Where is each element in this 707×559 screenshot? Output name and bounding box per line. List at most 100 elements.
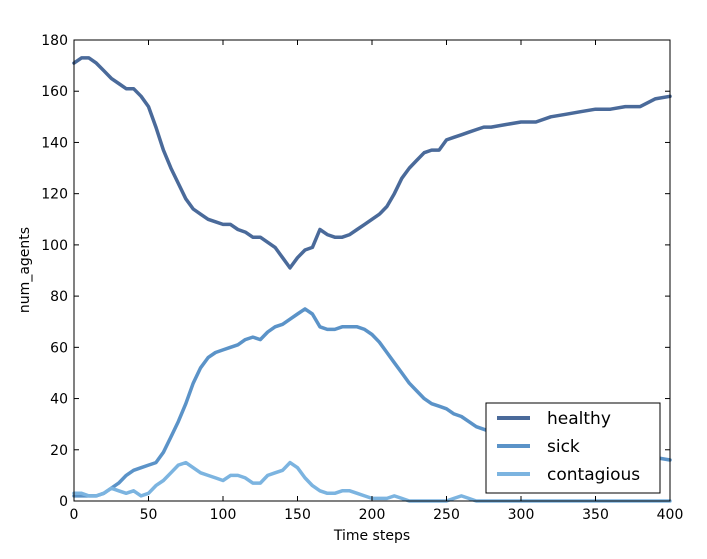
data-point-healthy [490, 126, 492, 128]
data-point-contagious [207, 474, 209, 476]
data-point-healthy [311, 246, 313, 249]
data-point-sick [237, 344, 239, 346]
data-point-healthy [654, 98, 656, 100]
data-point-healthy [580, 111, 582, 113]
data-point-healthy [147, 105, 150, 108]
data-point-healthy [110, 77, 112, 80]
data-point-healthy [505, 123, 507, 126]
data-point-contagious [460, 495, 462, 497]
data-point-contagious [95, 495, 97, 497]
data-point-healthy [289, 267, 291, 269]
legend-label-contagious: contagious [547, 465, 640, 485]
data-point-healthy [88, 57, 90, 59]
data-point-healthy [80, 57, 83, 59]
data-point-sick [133, 469, 135, 471]
data-point-sick [408, 382, 410, 384]
data-point-sick [289, 318, 291, 320]
data-point-healthy [423, 152, 425, 154]
x-axis-ticks: 0 50 100 150 200 250 300 350 400 [70, 40, 683, 523]
data-point-contagious [468, 497, 470, 500]
x-tick-label: 350 [582, 507, 609, 523]
data-point-sick [371, 333, 373, 336]
data-point-sick [252, 336, 254, 338]
data-point-sick [341, 326, 343, 328]
data-point-sick [200, 367, 202, 369]
data-point-contagious [393, 495, 395, 497]
data-point-healthy [155, 126, 157, 128]
data-point-contagious [401, 497, 403, 500]
data-point-contagious [177, 464, 179, 466]
data-point-sick [214, 351, 217, 354]
data-point-healthy [103, 70, 105, 72]
data-point-contagious [341, 490, 343, 492]
data-point-healthy [334, 236, 336, 238]
data-point-contagious [140, 495, 142, 497]
data-point-contagious [155, 485, 157, 487]
legend-label-healthy: healthy [547, 409, 611, 429]
data-point-healthy [594, 108, 597, 110]
data-point-sick [267, 331, 269, 333]
data-point-contagious [88, 495, 90, 497]
data-point-healthy [609, 108, 612, 110]
data-point-healthy [95, 62, 97, 64]
data-point-contagious [133, 490, 135, 492]
data-point-contagious [386, 497, 388, 500]
y-tick-label: 180 [41, 33, 68, 49]
data-point-contagious [192, 467, 194, 469]
data-point-contagious [289, 461, 291, 464]
legend: healthy sick contagious [485, 402, 661, 494]
data-point-contagious [282, 469, 284, 471]
data-point-sick [311, 313, 313, 315]
data-point-sick [386, 351, 388, 354]
data-point-sick [483, 428, 485, 430]
data-point-contagious [118, 490, 120, 492]
data-point-healthy [386, 205, 388, 208]
data-point-contagious [252, 482, 254, 484]
data-point-contagious [349, 490, 351, 492]
x-tick-label: 50 [140, 507, 158, 523]
data-point-sick [244, 339, 246, 341]
data-point-healthy [222, 223, 224, 225]
data-point-sick [222, 349, 224, 351]
data-point-healthy [401, 177, 403, 179]
data-point-healthy [229, 223, 232, 225]
data-point-healthy [363, 223, 366, 225]
data-point-sick [147, 464, 150, 466]
data-point-sick [356, 326, 358, 328]
x-tick-label: 100 [210, 507, 237, 523]
x-axis-title: Time steps [333, 528, 410, 544]
data-point-contagious [200, 472, 202, 474]
data-point-contagious [103, 492, 105, 494]
data-point-healthy [185, 198, 187, 200]
data-point-healthy [237, 228, 239, 231]
data-point-contagious [170, 472, 172, 474]
data-point-sick [401, 372, 403, 374]
data-point-healthy [565, 113, 567, 115]
data-point-healthy [445, 139, 448, 141]
y-tick-label: 120 [41, 187, 68, 203]
data-point-contagious [453, 497, 455, 500]
data-point-contagious [311, 485, 313, 487]
data-point-sick [282, 323, 284, 325]
y-tick-label: 40 [50, 392, 68, 408]
data-point-healthy [304, 249, 306, 251]
data-point-healthy [200, 213, 202, 215]
data-point-contagious [267, 474, 269, 476]
data-point-healthy [177, 182, 179, 185]
legend-label-sick: sick [547, 437, 580, 457]
data-point-sick [296, 313, 299, 315]
data-point-healthy [125, 88, 127, 90]
data-point-contagious [244, 477, 246, 479]
y-tick-label: 0 [59, 494, 68, 510]
data-point-sick [423, 397, 425, 400]
data-point-healthy [393, 193, 395, 195]
data-point-contagious [326, 492, 328, 494]
data-point-healthy [140, 95, 142, 97]
data-point-contagious [304, 477, 306, 479]
data-point-healthy [244, 231, 246, 233]
data-point-sick [162, 451, 164, 453]
data-point-sick [259, 339, 261, 341]
data-point-healthy [349, 234, 351, 236]
data-point-healthy [267, 241, 269, 243]
data-point-sick [170, 436, 172, 438]
